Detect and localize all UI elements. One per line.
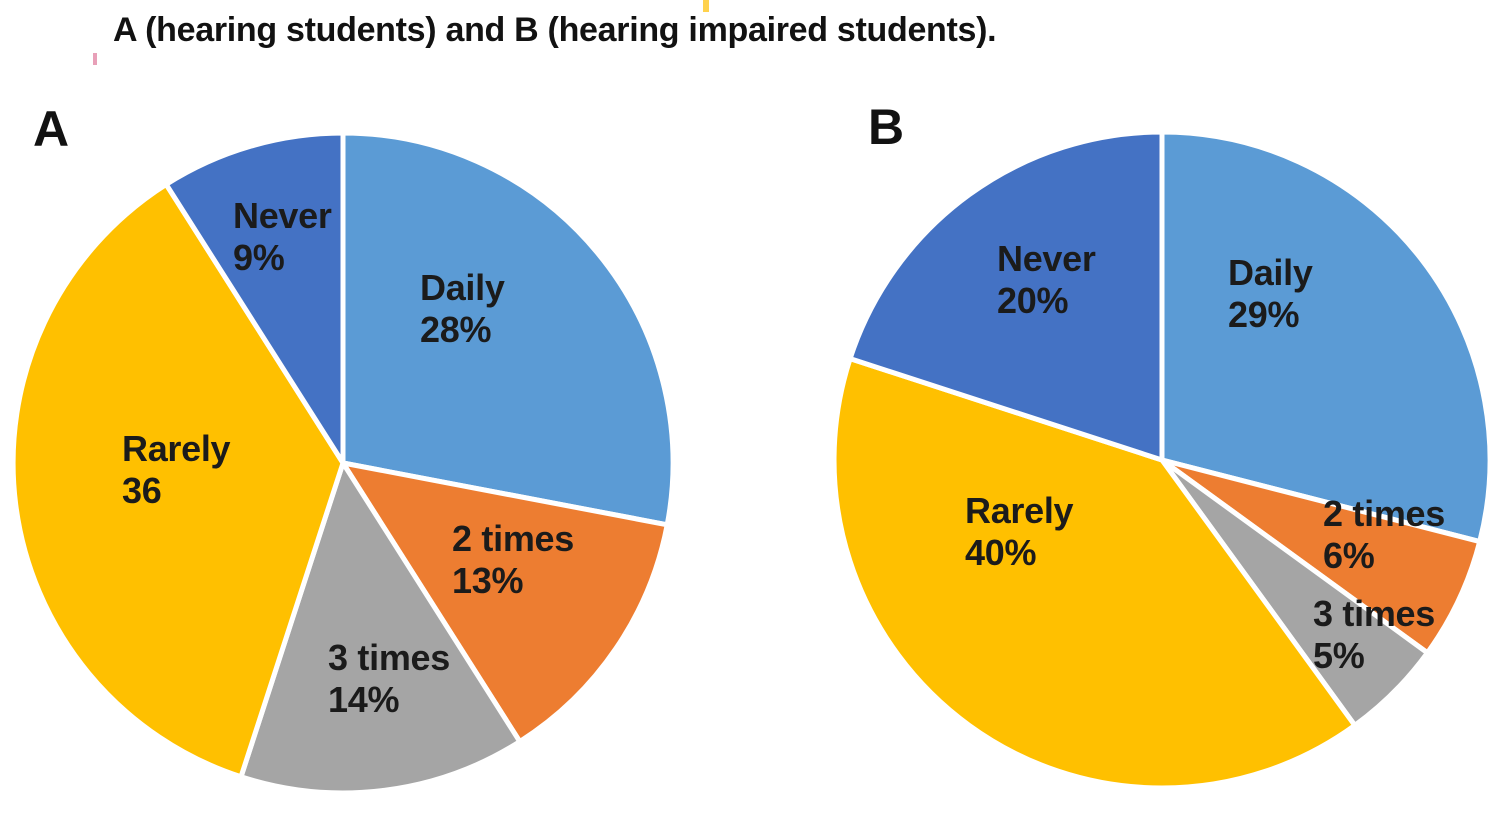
- chart-letter-a: A: [33, 101, 70, 157]
- slice-category-text: Never: [997, 238, 1096, 279]
- slice-category-text: Daily: [1228, 252, 1313, 293]
- pie-chart-a: [10, 130, 676, 796]
- pie-chart-b: [831, 129, 1493, 791]
- figure-title: A (hearing students) and B (hearing impa…: [113, 11, 997, 49]
- pie-slice-daily-a: [340, 130, 676, 528]
- slice-label-never-a: Never 9%: [233, 195, 332, 279]
- slice-label-rarely-a: Rarely 36: [122, 428, 231, 512]
- slice-value-text: 14%: [328, 679, 400, 720]
- slice-value-text: 28%: [420, 309, 492, 350]
- pie-slice-never-a: [163, 130, 346, 466]
- slice-label-2-times-b: 2 times 6%: [1323, 493, 1445, 577]
- slice-value-text: 40%: [965, 532, 1037, 573]
- slice-label-rarely-b: Rarely 40%: [965, 490, 1074, 574]
- slice-label-3-times-a: 3 times 14%: [328, 637, 450, 721]
- slice-label-daily-a: Daily 28%: [420, 267, 505, 351]
- scan-artifact-yellow: [703, 0, 709, 12]
- slice-category-text: 3 times: [1313, 593, 1435, 634]
- slice-value-text: 5%: [1313, 635, 1365, 676]
- slice-category-text: Rarely: [965, 490, 1074, 531]
- scan-artifact-pink: [93, 53, 97, 65]
- slice-label-daily-b: Daily 29%: [1228, 252, 1313, 336]
- slice-category-text: Daily: [420, 267, 505, 308]
- slice-value-text: 6%: [1323, 535, 1375, 576]
- slice-label-2-times-a: 2 times 13%: [452, 518, 574, 602]
- slice-value-text: 29%: [1228, 294, 1300, 335]
- slice-category-text: Rarely: [122, 428, 231, 469]
- slice-value-text: 9%: [233, 237, 285, 278]
- slice-label-never-b: Never 20%: [997, 238, 1096, 322]
- slice-value-text: 13%: [452, 560, 524, 601]
- slice-category-text: 2 times: [452, 518, 574, 559]
- slice-value-text: 20%: [997, 280, 1069, 321]
- pie-slice-rarely-a: [10, 181, 346, 780]
- slice-label-3-times-b: 3 times 5%: [1313, 593, 1435, 677]
- slice-value-text: 36: [122, 470, 162, 511]
- pie-slice-daily-b: [1159, 129, 1493, 545]
- pie-slice-3-times-a: [238, 460, 523, 796]
- pie-slice-2-times-a: [340, 460, 670, 745]
- slice-category-text: 2 times: [1323, 493, 1445, 534]
- pie-slice-rarely-b: [831, 356, 1358, 791]
- pie-slice-never-b: [847, 129, 1165, 463]
- slice-category-text: Never: [233, 195, 332, 236]
- chart-letter-b: B: [868, 99, 905, 155]
- slice-category-text: 3 times: [328, 637, 450, 678]
